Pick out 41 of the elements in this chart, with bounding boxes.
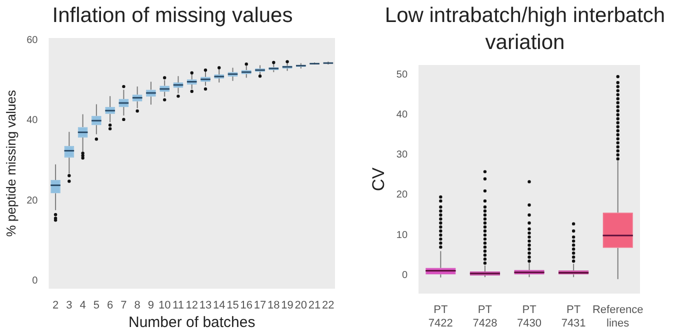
y-axis-title: CV	[368, 166, 388, 192]
y-tick-label: 10	[396, 230, 408, 241]
y-tick-label: 20	[26, 195, 38, 206]
x-tick-label: 4	[80, 299, 86, 312]
x-tick-label: 13	[199, 299, 212, 312]
y-tick-label: 60	[26, 34, 38, 46]
x-tick-label: 20	[294, 299, 308, 312]
x-tick-label: Reference lines	[592, 304, 644, 330]
x-tick-label: PT 7422	[428, 304, 453, 330]
x-tick-label: PT 7431	[561, 304, 586, 330]
x-tick-label: 10	[158, 299, 171, 312]
chart-title: Low intrabatch/high interbatch variation	[384, 3, 666, 56]
x-tick-label: 22	[322, 299, 334, 312]
x-tick-label: PT 7430	[517, 304, 542, 330]
x-tick-label: 17	[254, 299, 266, 312]
x-tick-label: 16	[240, 299, 253, 312]
y-tick-label: 40	[396, 109, 408, 120]
x-axis-title: Number of batches	[128, 314, 256, 332]
y-tick-label: 40	[26, 115, 38, 126]
x-tick-label: 9	[148, 299, 154, 312]
x-tick-label: 5	[93, 299, 100, 312]
x-tick-label: 21	[308, 299, 321, 312]
y-axis-title: % peptide missing values	[3, 90, 18, 237]
x-tick-label: 11	[172, 299, 184, 312]
y-tick-label: 0	[32, 276, 38, 287]
x-tick-label: 15	[226, 299, 239, 312]
x-tick-label: 7	[120, 299, 127, 312]
x-tick-label: 18	[268, 299, 280, 312]
y-tick-label: 20	[396, 190, 408, 201]
x-tick-label: 19	[281, 299, 294, 312]
y-tick-label: 50	[396, 69, 408, 80]
x-tick-label: PT 7428	[472, 304, 498, 330]
y-tick-label: 30	[396, 150, 408, 161]
x-tick-label: 8	[134, 299, 140, 312]
x-tick-label: 3	[66, 299, 72, 312]
chart-title: Inflation of missing values	[51, 3, 294, 29]
x-tick-label: 6	[107, 299, 114, 312]
y-tick-label: 0	[402, 270, 408, 281]
x-tick-label: 12	[186, 299, 198, 312]
x-tick-label: 2	[52, 299, 59, 312]
x-tick-label: 14	[213, 299, 226, 312]
